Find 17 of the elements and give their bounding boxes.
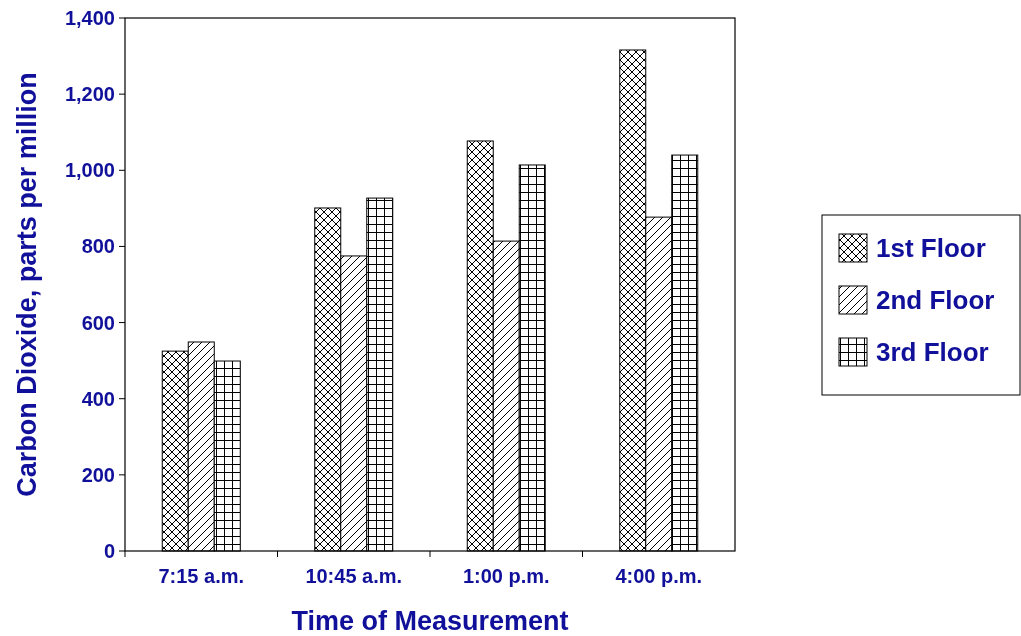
x-tick-label: 10:45 a.m. [305,565,403,587]
x-tick-label: 7:15 a.m. [158,565,245,587]
x-axis-title: Time of Measurement [291,606,569,636]
x-tick-label: 4:00 p.m. [615,565,703,587]
y-tick-label: 1,200 [64,83,115,106]
y-tick-label: 1,000 [64,159,115,182]
y-tick-label: 600 [81,311,115,334]
legend-label: 3rd Floor [876,337,989,368]
y-tick-label: 200 [81,463,115,486]
legend-label: 1st Floor [876,233,986,264]
y-tick-label: 400 [81,387,115,410]
y-tick-label: 0 [103,540,115,562]
y-tick-label: 800 [81,235,115,258]
x-tick-label: 1:00 p.m. [462,565,550,587]
y-axis-title: Carbon Dioxide, parts per million [12,72,42,497]
y-tick-label: 1,400 [64,7,115,29]
legend-label: 2nd Floor [876,285,995,316]
